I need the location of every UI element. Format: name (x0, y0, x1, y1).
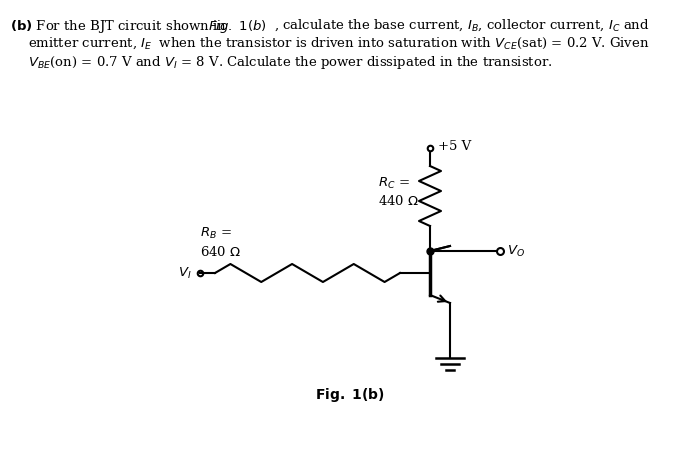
Text: , calculate the base current, $I_B$, collector current, $I_C$ and: , calculate the base current, $I_B$, col… (274, 18, 650, 33)
Text: emitter current, $I_E$  when the transistor is driven into saturation with $V_{C: emitter current, $I_E$ when the transist… (28, 36, 650, 51)
Text: $R_C$ =: $R_C$ = (378, 176, 410, 191)
Text: $\bf{Fig.\ 1(b)}$: $\bf{Fig.\ 1(b)}$ (315, 386, 385, 404)
Text: 640 $\Omega$: 640 $\Omega$ (200, 245, 241, 259)
Text: $\bf{(b)}$ For the BJT circuit shown in: $\bf{(b)}$ For the BJT circuit shown in (10, 18, 228, 35)
Text: 440 $\Omega$: 440 $\Omega$ (378, 194, 419, 208)
Text: $V_I$: $V_I$ (178, 266, 192, 280)
Text: $V_{BE}$(on) = 0.7 V and $V_I$ = 8 V. Calculate the power dissipated in the tran: $V_{BE}$(on) = 0.7 V and $V_I$ = 8 V. Ca… (28, 54, 552, 71)
Text: $\bf{\it{Fig.\ 1(b)}}$: $\bf{\it{Fig.\ 1(b)}}$ (208, 18, 267, 35)
Text: +5 V: +5 V (438, 140, 471, 153)
Text: $R_B$ =: $R_B$ = (200, 226, 232, 241)
Text: $V_O$: $V_O$ (507, 243, 525, 259)
